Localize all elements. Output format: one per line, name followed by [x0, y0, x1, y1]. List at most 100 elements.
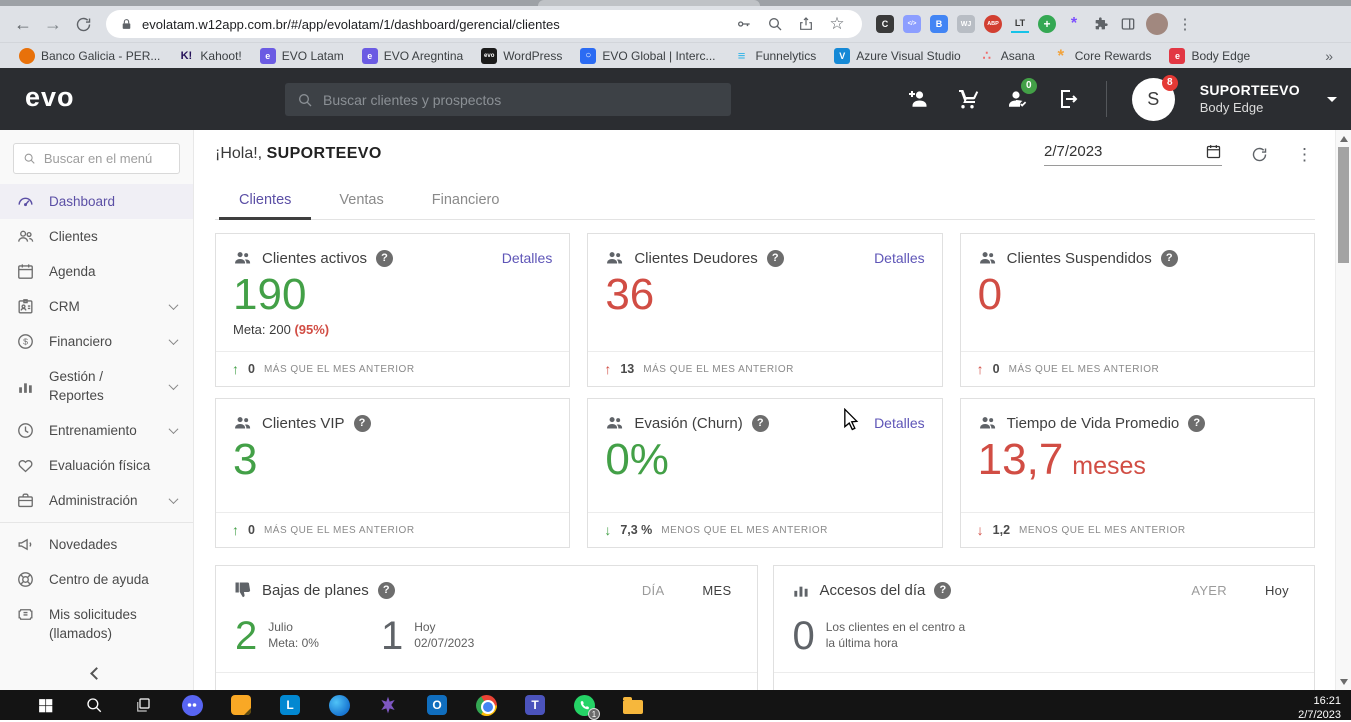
side-panel-icon[interactable] — [1119, 15, 1137, 33]
back-button[interactable]: ← — [14, 13, 32, 34]
sidebar-item-label: Gestión / Reportes — [49, 369, 104, 403]
bookmark[interactable]: ≡ Funnelytics — [725, 48, 826, 64]
extension-icon[interactable]: + — [1038, 15, 1056, 33]
puzzle-icon[interactable] — [1092, 15, 1110, 33]
taskbar-clock[interactable]: 16:21 2/7/2023 — [1298, 694, 1341, 722]
zoom-icon[interactable] — [764, 13, 786, 35]
scrollbar[interactable] — [1335, 130, 1351, 690]
client-search-input[interactable] — [323, 91, 719, 108]
help-icon[interactable] — [376, 249, 394, 267]
bookmark[interactable]: evo WordPress — [472, 47, 571, 64]
start-button[interactable] — [32, 692, 58, 718]
toggle-hoy[interactable]: Hoy — [1264, 582, 1289, 598]
sidebar-item-entrenamiento[interactable]: Entrenamiento — [0, 413, 193, 448]
sidebar-item-agenda[interactable]: Agenda — [0, 254, 193, 289]
bookmark[interactable]: * Core Rewards — [1044, 47, 1161, 64]
extension-icon[interactable]: LT — [1011, 15, 1029, 33]
user-avatar[interactable]: S 8 — [1131, 74, 1178, 121]
user-menu[interactable]: SUPORTEEVO Body Edge — [1200, 82, 1300, 116]
sidebar-item-evaluacion-fisica[interactable]: Evaluación física — [0, 448, 193, 483]
sidebar-item-financiero[interactable]: $ Financiero — [0, 324, 193, 359]
refresh-button[interactable] — [1249, 145, 1269, 165]
dollar-icon: $ — [16, 332, 35, 351]
calendar-icon[interactable] — [1205, 143, 1222, 160]
chrome-icon[interactable] — [473, 692, 499, 718]
menu-search[interactable] — [13, 143, 180, 174]
toggle-mes[interactable]: MES — [702, 582, 732, 598]
sidebar-item-dashboard[interactable]: Dashboard — [0, 184, 193, 219]
attendance-icon[interactable]: 0 — [1006, 77, 1037, 112]
help-icon[interactable] — [934, 581, 952, 599]
toggle-dia[interactable]: DÍA — [641, 582, 665, 598]
sidebar-item-novedades[interactable]: Novedades — [0, 527, 193, 562]
stat-hoy: 1 Hoy 02/07/2023 — [381, 616, 474, 656]
bookmark[interactable]: e Body Edge — [1160, 47, 1259, 64]
detalles-link[interactable]: Detalles — [874, 415, 925, 431]
teams-icon[interactable]: T — [522, 692, 548, 718]
extension-icon[interactable]: </> — [903, 15, 921, 33]
help-icon[interactable] — [1160, 249, 1178, 267]
chevron-down-icon[interactable] — [1327, 96, 1337, 102]
sidebar-item-clientes[interactable]: Clientes — [0, 219, 193, 254]
browser-tab[interactable] — [538, 0, 760, 6]
bookmark[interactable]: V Azure Visual Studio — [825, 47, 970, 64]
share-icon[interactable] — [795, 13, 817, 35]
bookmark[interactable]: e EVO Latam — [251, 47, 353, 64]
scroll-down-arrow[interactable] — [1336, 674, 1351, 689]
extension-icon[interactable]: ABP — [984, 15, 1002, 33]
add-client-icon[interactable] — [906, 87, 931, 112]
menu-search-input[interactable] — [43, 151, 170, 166]
taskbar-search-icon[interactable] — [81, 692, 107, 718]
l-app-icon[interactable]: L — [277, 692, 303, 718]
detalles-link[interactable]: Detalles — [501, 250, 553, 266]
scrollbar-thumb[interactable] — [1338, 147, 1349, 263]
extension-icon[interactable]: C — [876, 15, 894, 33]
reload-button[interactable] — [68, 9, 98, 39]
help-icon[interactable] — [1188, 414, 1206, 432]
help-icon[interactable] — [751, 414, 769, 432]
bookmark[interactable]: ○ EVO Global | Interc... — [571, 47, 724, 64]
cart-icon[interactable] — [956, 87, 981, 112]
toggle-ayer[interactable]: AYER — [1191, 582, 1227, 598]
sidebar-item-administracion[interactable]: Administración — [0, 483, 193, 518]
help-icon[interactable] — [766, 249, 784, 267]
file-explorer-icon[interactable] — [620, 692, 646, 718]
bookmark[interactable]: ∴ Asana — [970, 48, 1044, 64]
sidebar-item-centro-de-ayuda[interactable]: Centro de ayuda — [0, 562, 193, 597]
bookmark[interactable]: e EVO Aregntina — [353, 47, 472, 64]
help-icon[interactable] — [377, 581, 395, 599]
bookmarks-overflow-icon[interactable]: » — [1325, 47, 1333, 64]
profile-avatar[interactable] — [1146, 13, 1168, 35]
notes-app-icon[interactable] — [228, 692, 254, 718]
help-icon[interactable] — [353, 414, 371, 432]
forward-button[interactable]: → — [44, 13, 62, 34]
outlook-icon[interactable]: O — [424, 692, 450, 718]
sidebar-collapse-button[interactable] — [0, 667, 193, 680]
address-bar[interactable]: evolatam.w12app.com.br/#/app/evolatam/1/… — [106, 10, 862, 38]
discord-icon[interactable] — [179, 692, 205, 718]
sidebar-item-crm[interactable]: CRM — [0, 289, 193, 324]
sidebar-item-mis-solicitudes[interactable]: Mis solicitudes (llamados) — [0, 597, 180, 651]
bookmark[interactable]: K! Kahoot! — [169, 48, 250, 64]
more-options-icon[interactable] — [1296, 145, 1313, 165]
bookmark-star-icon[interactable] — [826, 13, 848, 35]
edge-icon[interactable] — [326, 692, 352, 718]
extension-icon[interactable]: * — [1070, 15, 1078, 32]
whatsapp-icon[interactable]: 1 — [571, 692, 600, 720]
sidebar-item-gestion-reportes[interactable]: Gestión / Reportes — [0, 359, 193, 413]
bookmark[interactable]: Banco Galicia - PER... — [10, 47, 169, 64]
client-search[interactable] — [285, 83, 731, 116]
browser-menu-icon[interactable] — [1177, 15, 1193, 33]
exit-icon[interactable] — [1056, 87, 1081, 112]
tab-clientes[interactable]: Clientes — [215, 184, 315, 220]
extension-icon[interactable]: B — [930, 15, 948, 33]
task-view-icon[interactable] — [130, 692, 156, 718]
detalles-link[interactable]: Detalles — [874, 250, 925, 266]
date-picker[interactable]: 2/7/2023 — [1044, 143, 1222, 166]
extension-icon[interactable]: WJ — [957, 15, 975, 33]
scroll-up-arrow[interactable] — [1336, 131, 1351, 146]
tab-financiero[interactable]: Financiero — [431, 192, 500, 208]
flower-app-icon[interactable] — [375, 692, 401, 718]
password-key-icon[interactable] — [733, 13, 755, 35]
tab-ventas[interactable]: Ventas — [339, 192, 384, 208]
